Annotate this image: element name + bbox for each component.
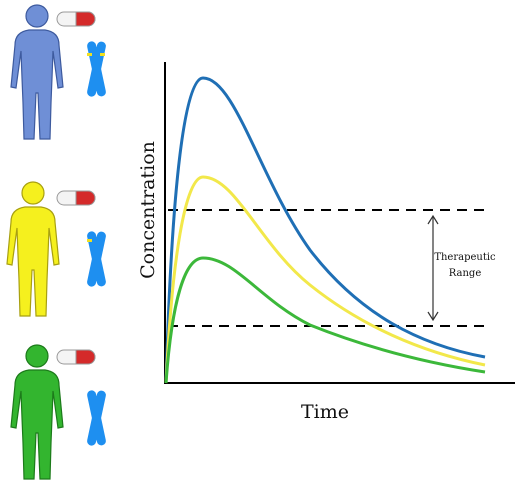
- pill: [57, 350, 95, 364]
- range-arrow: [428, 216, 438, 320]
- person-blue: [11, 5, 63, 139]
- curve-yellow: [166, 177, 485, 383]
- x-axis-label: Time: [301, 401, 349, 423]
- annotation-line1: Therapeutic: [434, 252, 496, 263]
- pill: [57, 191, 95, 205]
- curve-green: [166, 258, 485, 383]
- chromosome: [86, 231, 106, 288]
- person-yellow: [7, 182, 59, 316]
- diagram: Therapeutic Range Concentration Time: [0, 0, 515, 485]
- pill: [57, 12, 95, 26]
- chromosome: [86, 41, 106, 98]
- person-green: [11, 345, 63, 479]
- y-axis-label: Concentration: [137, 141, 159, 279]
- curve-blue: [166, 78, 485, 383]
- annotation-line2: Range: [449, 268, 482, 279]
- chromosome: [86, 390, 106, 447]
